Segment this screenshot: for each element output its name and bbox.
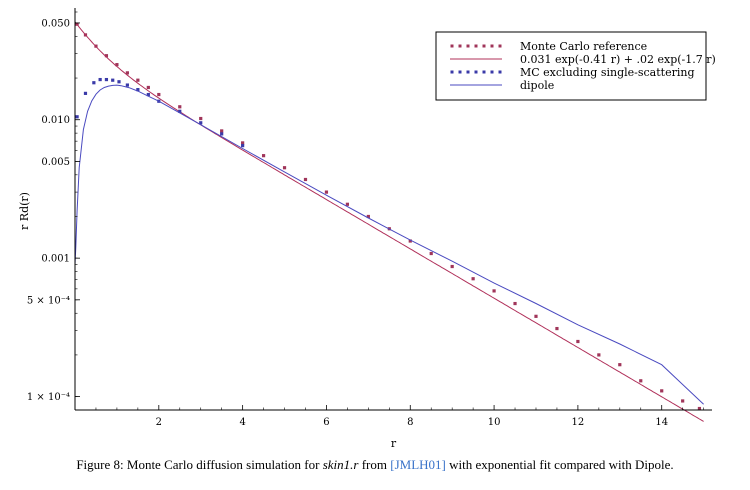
y-tick-label: 0.050 [41,18,70,29]
legend-label: MC excluding single-scattering [520,66,695,79]
data-point [75,115,79,119]
x-tick-label: 6 [323,417,329,428]
y-tick-label: 0.010 [41,115,70,126]
data-point [117,80,121,84]
caption-suffix: with exponential fit compared with Dipol… [445,457,674,472]
data-point [178,109,182,113]
data-point [92,81,96,85]
legend-label: Monte Carlo reference [520,40,647,53]
x-tick-label: 8 [407,417,413,428]
data-point [125,83,129,87]
data-point [104,77,109,82]
data-point [681,399,685,403]
y-tick-label: 0.005 [41,157,70,168]
caption-citation-link[interactable]: [JMLH01] [390,457,446,472]
legend-item-0: Monte Carlo reference [450,40,647,53]
data-point [98,77,102,82]
legend-swatch-dot [474,70,478,74]
chart-svg: 2 4 6 8 10 12 14 0.050 0.010 0.005 0.001 5 × 10⁻⁴ 1 … [18,8,716,450]
y-tick-label: 5 × 10⁻⁴ [27,295,70,306]
data-point [115,63,119,67]
legend-swatch-dot [474,44,478,48]
caption-filename: skin1.r [322,457,359,472]
data-point [83,91,88,95]
data-point [241,141,245,145]
legend-swatch-dot [450,70,454,74]
data-point [597,353,601,357]
data-point [471,277,475,281]
legend-label: 0.031 exp(-0.41 r) + .02 exp(-1.7 r) [520,53,716,66]
legend-item-1: 0.031 exp(-0.41 r) + .02 exp(-1.7 r) [450,53,716,66]
legend-swatch-dot [458,70,462,74]
legend-swatch-dot [498,44,502,48]
data-point [111,78,115,82]
data-point [697,406,702,411]
data-point [220,129,224,133]
figure-caption: Figure 8: Monte Carlo diffusion simulati… [0,457,750,473]
data-point [146,92,150,97]
x-tick-label: 2 [156,417,162,428]
series-0 [75,22,702,411]
caption-mid: from [358,457,391,472]
data-point [157,92,161,97]
data-point [261,154,266,158]
data-point [303,177,308,182]
data-point [492,289,496,293]
caption-prefix: Figure 8: Monte Carlo diffusion simulati… [76,457,323,472]
x-tick-label: 12 [572,417,585,428]
data-point [178,105,182,109]
data-point [220,132,224,136]
legend-box [435,31,707,101]
x-tick-label: 4 [239,417,245,428]
x-tick-label: 14 [655,417,668,428]
data-point [660,389,664,393]
legend-swatch-dot [490,44,494,48]
data-point [125,71,129,75]
y-axis-label: r Rd(r) [18,192,31,230]
y-tick-label: 0.001 [41,254,70,265]
data-point [576,339,580,344]
data-point [136,78,140,82]
data-point [146,85,150,90]
x-axis-label: r [391,437,397,450]
data-point [639,379,643,383]
data-point [555,326,559,331]
data-point [534,314,538,318]
dipole-curve [74,84,704,405]
legend-swatch-dot [466,44,470,48]
legend-swatch-dot [466,70,470,74]
legend-item-2: MC excluding single-scattering [450,66,695,79]
data-point [199,121,203,125]
legend-swatch-dot [482,44,486,48]
legend-swatch-dot [450,44,454,48]
series-3 [74,84,704,405]
data-point [199,116,203,121]
data-point [241,144,245,148]
data-point [324,190,329,194]
legend-item-3: dipole [450,79,554,92]
data-point [513,301,517,306]
series-2 [75,77,245,148]
y-tick-label: 1 × 10⁻⁴ [27,392,70,403]
axes: 2 4 6 8 10 12 14 0.050 0.010 0.005 0.001 5 × 10⁻⁴ 1 … [18,8,712,450]
legend-label: dipole [520,79,554,92]
legend-swatch-dot [482,70,486,74]
data-point [408,239,412,243]
data-point [450,264,454,269]
data-point [618,363,622,367]
data-point [104,54,109,58]
data-point [136,88,140,92]
plot-area [74,21,704,422]
data-point [366,214,370,219]
legend-swatch-dot [490,70,494,74]
data-point [345,202,350,206]
data-point [429,251,433,256]
legend-swatch-dot [458,44,462,48]
data-point [282,166,287,170]
x-tick-label: 10 [488,417,501,428]
legend-swatch-dot [498,70,502,74]
